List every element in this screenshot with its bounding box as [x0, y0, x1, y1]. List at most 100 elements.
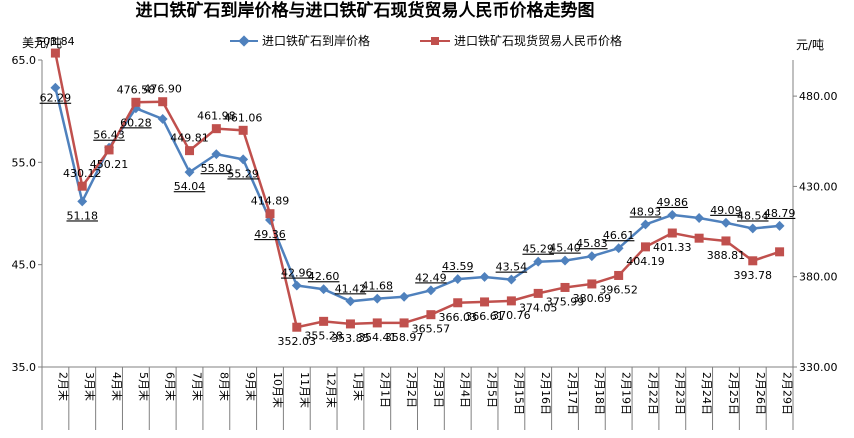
data-point-diamond: [291, 280, 302, 291]
data-point-diamond: [613, 243, 624, 254]
data-label-blue: 45.40: [549, 242, 581, 255]
data-point-square: [185, 146, 195, 156]
data-label-blue: 55.80: [201, 162, 233, 175]
x-tick-label: 2月16日: [539, 372, 552, 415]
data-point-diamond: [560, 255, 570, 266]
data-label-blue: 60.28: [120, 116, 152, 129]
data-point-diamond: [425, 285, 436, 296]
data-label-red: 450.21: [90, 158, 129, 171]
data-label-red: 358.97: [385, 331, 424, 344]
data-label-red: 396.52: [599, 283, 638, 296]
data-label-blue: 42.96: [281, 267, 313, 280]
x-axis-ticks: 2月末 3月末 4月末 5月末 6月末 7月末 8月末 9月末 10月末 11月末 12月末 1月末 2…: [41, 367, 794, 430]
x-tick-label: 4月末: [110, 372, 124, 401]
right-axis-ticks: 330.00 380.00 430.00 480.00: [793, 90, 838, 374]
left-tick-label: 35.0: [12, 361, 37, 374]
data-point-square: [480, 297, 490, 307]
data-point-square: [238, 125, 248, 135]
data-point-diamond: [372, 293, 383, 304]
data-label-red: 401.33: [653, 241, 692, 254]
left-tick-label: 65.0: [12, 54, 37, 67]
data-point-diamond: [238, 154, 249, 165]
data-point-square: [372, 318, 382, 328]
data-label-blue: 43.59: [442, 260, 474, 273]
data-point-diamond: [774, 220, 785, 231]
data-label-red: 365.57: [412, 323, 451, 336]
left-axis-ticks: 35.0 45.0 55.0 65.0: [12, 54, 42, 374]
data-point-diamond: [345, 296, 356, 307]
legend-square-marker: [431, 37, 439, 45]
data-label-red: 353.85: [331, 332, 370, 345]
x-tick-label: 2月23日: [673, 372, 686, 415]
x-tick-label: 2月3日: [432, 372, 445, 408]
x-tick-label: 2月24日: [700, 372, 713, 415]
right-tick-label: 380.00: [799, 271, 838, 284]
data-point-diamond: [50, 82, 61, 93]
x-tick-label: 2月26日: [754, 372, 767, 415]
data-label-red: 354.41: [358, 331, 397, 344]
data-label-blue: 51.18: [66, 209, 98, 222]
x-tick-label: 5月末: [137, 372, 151, 401]
legend-item-red: 进口铁矿石现货贸易人民币价格: [420, 33, 622, 48]
data-point-diamond: [399, 291, 410, 302]
chart-title: 进口铁矿石到岸价格与进口铁矿石现货贸易人民币价格走势图: [136, 0, 595, 21]
x-tick-label: 2月5日: [486, 372, 499, 408]
data-point-square: [748, 256, 758, 266]
data-point-square: [211, 124, 221, 134]
x-tick-label: 2月4日: [459, 372, 472, 408]
data-point-square: [104, 145, 114, 155]
x-tick-label: 6月末: [164, 372, 178, 401]
data-label-blue: 48.93: [630, 205, 662, 218]
data-point-square: [506, 296, 516, 306]
data-label-red: 366.03: [438, 311, 477, 324]
data-point-square: [640, 242, 650, 252]
data-point-square: [453, 298, 463, 308]
data-label-red: 393.78: [734, 269, 773, 282]
legend: 进口铁矿石到岸价格 进口铁矿石现货贸易人民币价格: [230, 33, 622, 48]
data-point-square: [158, 97, 168, 107]
data-point-diamond: [720, 217, 731, 228]
left-tick-label: 55.0: [12, 156, 37, 169]
data-point-square: [77, 181, 87, 191]
legend-diamond-marker: [238, 35, 250, 47]
data-label-red: 430.12: [63, 167, 102, 180]
x-tick-label: 11月末: [298, 372, 312, 408]
x-tick-label: 2月19日: [620, 372, 633, 415]
data-label-blue: 43.54: [496, 261, 528, 274]
data-point-diamond: [533, 256, 544, 267]
data-point-square: [667, 228, 677, 238]
data-label-blue: 45.83: [576, 237, 608, 250]
x-tick-label: 12月末: [325, 372, 339, 408]
data-point-square: [587, 279, 597, 289]
data-point-diamond: [479, 271, 490, 282]
x-tick-label: 2月29日: [781, 372, 794, 415]
x-tick-label: 8月末: [217, 372, 231, 401]
x-tick-label: 2月18日: [593, 372, 606, 415]
data-label-red: 375.99: [546, 295, 585, 308]
x-tick-label: 2月25日: [727, 372, 740, 415]
data-label-blue: 54.04: [174, 180, 206, 193]
left-tick-label: 45.0: [12, 259, 37, 272]
data-label-blue: 49.09: [710, 204, 742, 217]
data-label-red: 366.61: [465, 310, 504, 323]
x-tick-label: 2月2日: [405, 372, 418, 408]
data-label-blue: 56.43: [93, 129, 125, 142]
data-point-square: [775, 247, 785, 257]
data-point-square: [533, 288, 543, 298]
data-label-blue: 48.54: [737, 209, 769, 222]
data-point-diamond: [211, 149, 222, 160]
data-label-red: 461.98: [197, 110, 236, 123]
data-label-red: 374.05: [519, 301, 558, 314]
series-line-right: [54, 52, 780, 329]
data-point-diamond: [318, 284, 329, 295]
x-tick-label: 2月1日: [378, 372, 391, 408]
data-label-red: 461.06: [224, 111, 263, 124]
x-tick-label: 2月末: [56, 372, 70, 401]
data-point-square: [694, 233, 704, 243]
data-label-blue: 48.79: [764, 207, 796, 220]
data-point-diamond: [586, 251, 597, 262]
data-label-blue: 45.29: [522, 243, 554, 256]
data-label-red: 352.03: [278, 335, 317, 348]
